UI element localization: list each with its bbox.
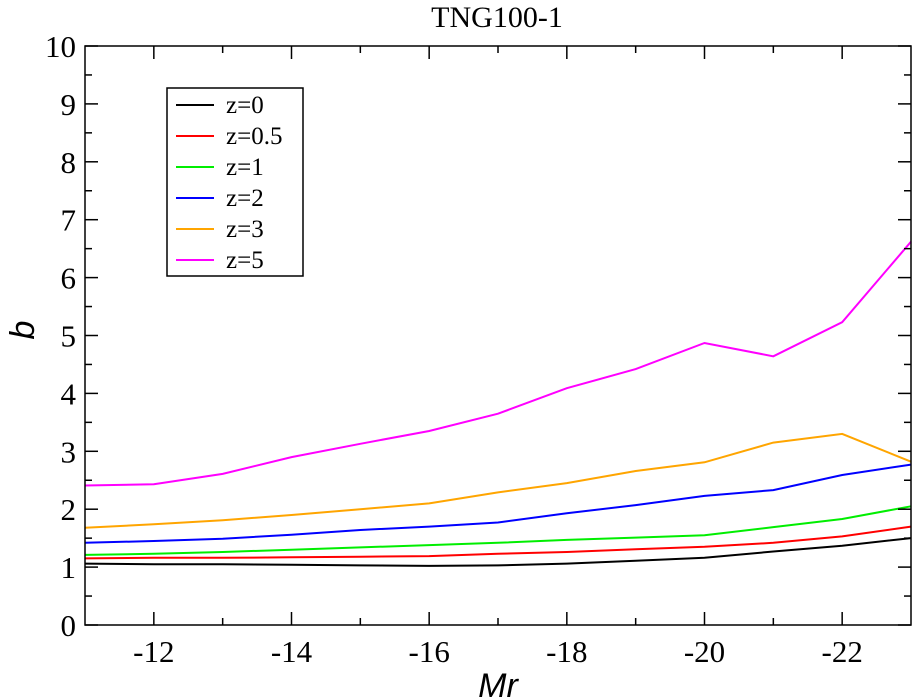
- series-line-3: [84, 463, 912, 544]
- legend-label-5: z=5: [226, 247, 264, 274]
- chart-title: TNG100-1: [431, 1, 563, 34]
- y-tick-label: 6: [61, 261, 77, 296]
- legend-label-4: z=3: [226, 216, 264, 243]
- series-line-0: [84, 537, 912, 567]
- legend-label-3: z=2: [226, 185, 264, 212]
- legend-label-2: z=1: [226, 154, 264, 181]
- legend: z=0 z=0.5 z=1 z=2 z=3 z=5: [166, 87, 304, 277]
- x-tick-label: -14: [271, 634, 313, 669]
- y-tick-label: 8: [61, 145, 77, 180]
- axis-ticks: 0 1 2 3 4 5 6 7 8 9 10 -12 -14 -16 -18 -20 -22: [45, 29, 911, 669]
- y-tick-label: 0: [61, 608, 77, 643]
- series-line-2: [84, 505, 912, 556]
- x-tick-label: -20: [684, 634, 725, 669]
- series-layer: [84, 241, 912, 567]
- y-tick-label: 9: [61, 87, 77, 122]
- y-axis-label: b: [4, 321, 42, 340]
- y-tick-label: 1: [61, 550, 77, 585]
- x-tick-label: -12: [133, 634, 174, 669]
- x-axis-label: Mr: [478, 667, 519, 700]
- legend-label-1: z=0.5: [226, 123, 282, 150]
- x-tick-label: -18: [546, 634, 587, 669]
- series-line-1: [84, 525, 912, 560]
- series-line-5: [84, 241, 912, 487]
- y-tick-label: 5: [61, 319, 77, 354]
- legend-box: [166, 87, 304, 277]
- y-tick-label: 4: [61, 376, 77, 411]
- y-tick-label: 10: [45, 29, 76, 64]
- series-line-4: [84, 432, 912, 529]
- y-tick-label: 3: [61, 434, 77, 469]
- legend-label-0: z=0: [226, 92, 264, 119]
- y-tick-label: 2: [61, 492, 77, 527]
- x-tick-label: -22: [822, 634, 863, 669]
- y-tick-label: 7: [61, 203, 77, 238]
- x-tick-label: -16: [409, 634, 450, 669]
